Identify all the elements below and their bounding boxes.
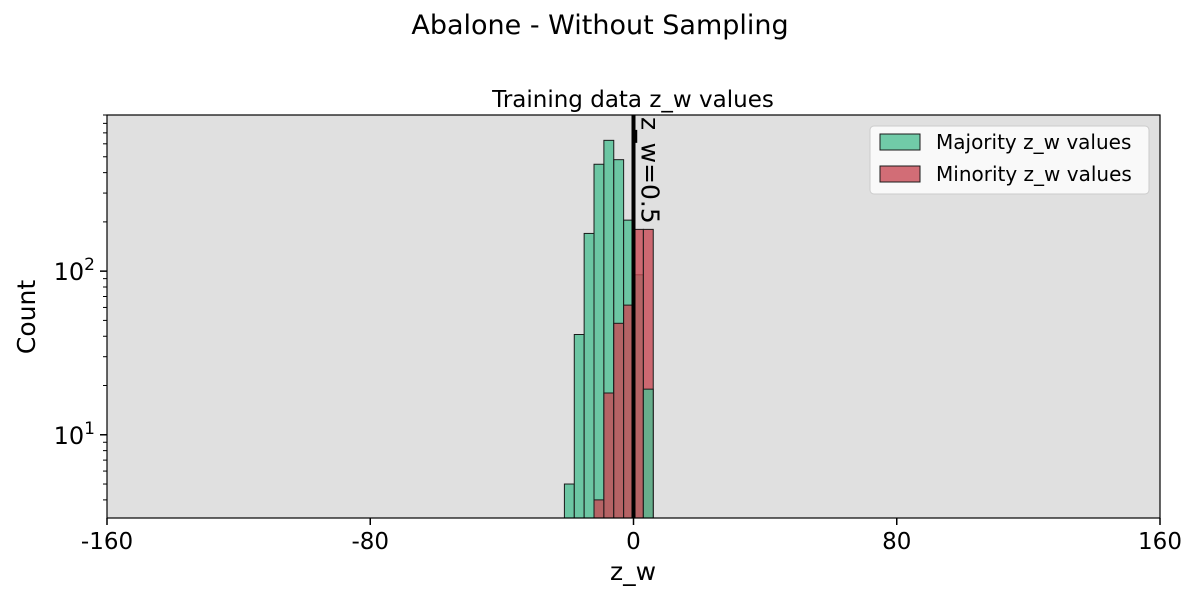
- histogram-bar-series-1-bin-2: [613, 322, 625, 519]
- histogram-bar-series-0-bin-1: [573, 334, 585, 519]
- y-tick-label: 102: [54, 255, 95, 286]
- chart-title: Training data z_w values: [491, 87, 774, 113]
- legend-label-1: Minority z_w values: [936, 162, 1132, 186]
- legend-swatch-0: [879, 133, 921, 151]
- y-tick-label-exponent: 2: [84, 255, 95, 275]
- legend-swatch-1: [879, 165, 921, 183]
- reference-line-group: z_w=0.5: [631, 115, 665, 518]
- histogram-bar-series-1-bin-1: [603, 392, 615, 519]
- y-tick-label-exponent: 1: [84, 419, 95, 439]
- x-tick-label: 160: [1138, 529, 1182, 555]
- legend-label-0: Majority z_w values: [936, 130, 1131, 154]
- x-tick-label: -160: [81, 529, 133, 555]
- x-axis-ticks: -160 -80 0 80 160: [81, 518, 1182, 555]
- histogram-bar-series-1-bin-0: [593, 499, 605, 519]
- legend: Majority z_w values Minority z_w values: [869, 125, 1150, 195]
- x-tick-label: -80: [351, 529, 389, 555]
- legend-box: [869, 125, 1150, 195]
- figure-suptitle: Abalone - Without Sampling: [411, 10, 788, 41]
- histogram-bar-series-0-bin-2: [583, 232, 595, 519]
- histogram-bar-series-0-bin-0: [563, 483, 575, 519]
- y-tick-label: 101: [54, 419, 95, 450]
- histogram-bar-series-2-bin-0: [642, 388, 654, 519]
- y-tick-label-base: 10: [54, 422, 85, 450]
- x-axis-label: z_w: [610, 557, 656, 586]
- x-tick-label: 0: [626, 529, 641, 555]
- histogram-bar-series-0-bin-3: [593, 163, 605, 519]
- x-tick-label: 80: [882, 529, 911, 555]
- reference-line-label: z_w=0.5: [636, 117, 665, 224]
- y-axis-label: Count: [12, 280, 41, 354]
- y-tick-label-base: 10: [54, 258, 85, 286]
